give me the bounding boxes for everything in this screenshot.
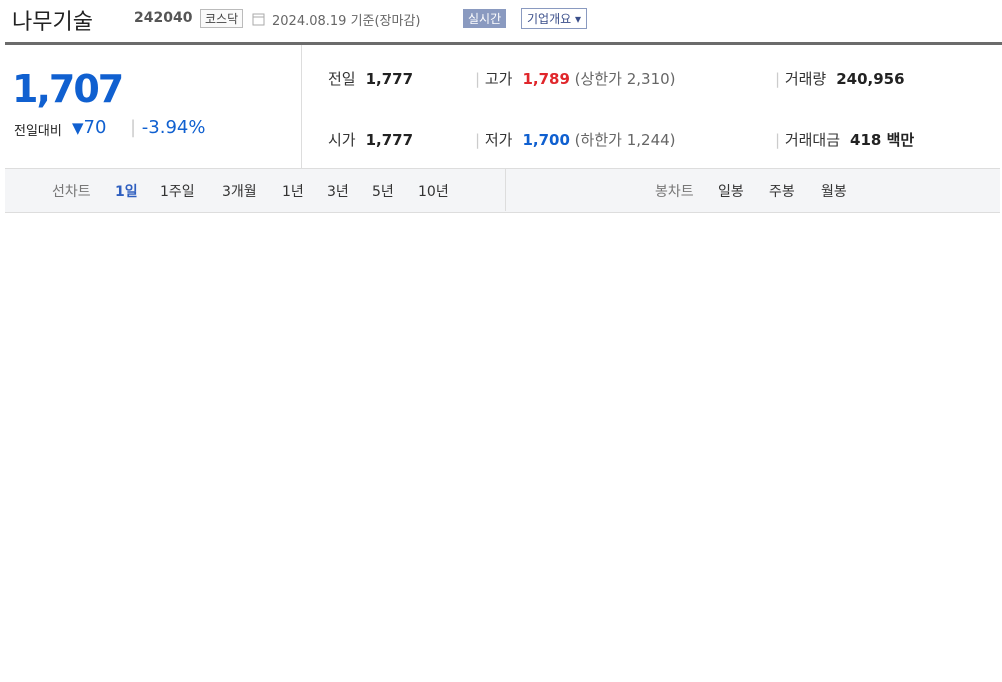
tab-label: 선차트 <box>52 184 91 200</box>
chart <box>0 215 1002 682</box>
company-label: 기업개요 <box>527 12 572 26</box>
info-value: 240,956 <box>836 70 905 88</box>
info-item: 전일 1,777 <box>328 68 413 89</box>
info-label: 고가 <box>484 70 513 88</box>
info-item: | 거래대금 418 백만 <box>775 131 915 149</box>
realtime-button[interactable]: 실시간 <box>463 9 507 28</box>
candle-tab[interactable]: 일봉 <box>718 184 744 200</box>
period-tab[interactable]: 1년 <box>282 184 304 200</box>
info-item: | 고가 1,789 (상한가 2,310) <box>475 70 676 88</box>
info-label: 전일 <box>328 70 356 88</box>
candle-tab[interactable]: 월봉 <box>821 184 847 200</box>
info-item: | 거래량 240,956 <box>775 70 905 88</box>
period-tab[interactable]: 10년 <box>418 184 449 200</box>
tab-divider <box>505 169 506 211</box>
info-extra-value: 2,310 <box>626 70 670 88</box>
change-label: 전일대비 <box>14 124 62 139</box>
tab-label: 봉차트 <box>655 184 694 200</box>
company-button[interactable]: 기업개요 ▾ <box>521 8 588 29</box>
divider <box>5 42 1002 45</box>
tab-bar <box>5 168 1000 213</box>
change: ▼70 <box>72 117 107 138</box>
info-value: 1,777 <box>365 131 414 149</box>
info-item: | 저가 1,700 (하한가 1,244) <box>475 131 676 149</box>
info-box <box>302 45 1000 169</box>
info-extra-value: 1,244 <box>626 131 670 149</box>
stock-name: 나무기술 <box>12 10 93 35</box>
period-tab[interactable]: 5년 <box>372 184 394 200</box>
period-tab[interactable]: 3년 <box>327 184 349 200</box>
period-tab[interactable]: 1일 <box>115 184 138 200</box>
candle-tab[interactable]: 주봉 <box>769 184 795 200</box>
period-tab[interactable]: 3개월 <box>222 184 257 200</box>
info-label: 시가 <box>328 131 356 149</box>
info-value: 418 백만 <box>850 131 915 149</box>
info-item: 시가 1,777 <box>328 129 413 150</box>
info-label: 저가 <box>484 131 513 149</box>
info-extra-label: 상한가 <box>580 70 622 88</box>
calendar-icon: 1,8091,7811,7531,7251,69710:0011:0012:00… <box>252 13 265 26</box>
info-value: 1,789 <box>522 70 570 88</box>
info-value: 1,700 <box>522 131 570 149</box>
stock-code: 242040 <box>134 10 193 26</box>
info-label: 거래량 <box>784 70 827 88</box>
info-label: 거래대금 <box>784 131 841 149</box>
date: 2024.08.19 기준(장마감) <box>272 14 421 29</box>
info-extra-label: 하한가 <box>580 131 622 149</box>
period-tab[interactable]: 1주일 <box>160 184 195 200</box>
market-tag: 코스닥 <box>200 9 244 28</box>
price: 1,707 <box>12 67 124 111</box>
price-box <box>5 45 302 168</box>
change-pct: | -3.94% <box>130 117 206 138</box>
info-value: 1,777 <box>365 70 414 88</box>
change-pct-value: -3.94% <box>141 117 206 138</box>
change-value: 70 <box>83 117 107 138</box>
